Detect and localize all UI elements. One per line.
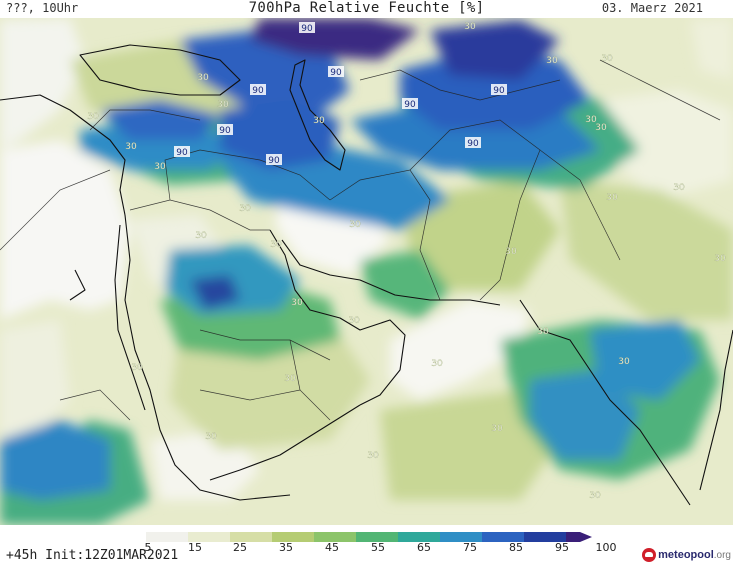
colorbar-segment <box>440 532 482 542</box>
contour-label: 30 <box>606 193 618 203</box>
contour-label: 30 <box>131 363 143 373</box>
contour-label: 30 <box>348 316 360 326</box>
contour-label: 90 <box>467 139 479 149</box>
header: ???, 10Uhr 700hPa Relative Feuchte [%] 0… <box>0 0 733 18</box>
contour-label: 90 <box>176 148 188 158</box>
contour-label: 30 <box>87 112 99 122</box>
contour-label: 30 <box>125 142 137 152</box>
colorbar <box>104 532 592 542</box>
contour-label: 30 <box>673 183 685 193</box>
colorbar-tick-label: 45 <box>325 541 339 554</box>
contour-label: 30 <box>431 359 443 369</box>
contour-label: 30 <box>270 240 282 250</box>
contour-label: 30 <box>537 327 549 337</box>
contour-label: 30 <box>546 56 558 66</box>
contour-label: 30 <box>239 204 251 214</box>
contour-label: 30 <box>714 254 726 264</box>
contour-label-bg <box>217 124 233 135</box>
contour-label: 30 <box>291 298 303 308</box>
colorbar-tick-label: 85 <box>509 541 523 554</box>
map-title: 700hPa Relative Feuchte [%] <box>248 0 485 16</box>
contour-label: 90 <box>268 156 280 166</box>
contour-label: 30 <box>313 116 325 126</box>
contour-label: 30 <box>618 357 630 367</box>
contour-label: 30 <box>154 162 166 172</box>
contour-label: 30 <box>195 231 207 241</box>
colorbar-segment <box>524 532 566 542</box>
colorbar-tick-label: 55 <box>371 541 385 554</box>
colorbar-segment <box>566 532 580 542</box>
contour-label: 30 <box>601 54 613 64</box>
contour-label: 30 <box>217 100 229 110</box>
colorbar-tick-label: 65 <box>417 541 431 554</box>
colorbar-segment <box>188 532 230 542</box>
colorbar-labels: 5 15 25 35 45 55 65 75 85 95 100 <box>0 541 733 555</box>
contour-label: 90 <box>219 126 231 136</box>
contour-label-bg <box>465 137 481 148</box>
contour-label: 30 <box>349 220 361 230</box>
colorbar-segment <box>104 532 146 542</box>
colorbar-tick-label: 35 <box>279 541 293 554</box>
contour-label: 30 <box>205 432 217 442</box>
colorbar-segment <box>398 532 440 542</box>
colorbar-extension <box>580 532 592 542</box>
contour-label-bg <box>491 84 507 95</box>
contour-label-bg <box>174 146 190 157</box>
colorbar-segment <box>356 532 398 542</box>
colorbar-tick-label: 100 <box>595 541 617 554</box>
colorbar-segment <box>146 532 188 542</box>
logo-text: meteopool.org <box>658 549 731 561</box>
colorbar-tick-label: 95 <box>555 541 569 554</box>
meteopool-logo: meteopool.org <box>642 547 731 563</box>
contour-label: 30 <box>197 73 209 83</box>
contour-label-bg <box>328 66 344 77</box>
contour-label: 90 <box>301 24 313 34</box>
contour-label: 30 <box>284 374 296 384</box>
valid-date: 03. Maerz 2021 <box>601 1 703 15</box>
contour-label: 90 <box>252 86 264 96</box>
colorbar-tick-label: 5 <box>144 541 152 554</box>
contour-label: 30 <box>464 22 476 32</box>
contour-label: 30 <box>595 123 607 133</box>
colorbar-segment <box>230 532 272 542</box>
contour-label-bg <box>266 154 282 165</box>
borders <box>0 59 721 421</box>
logo-tld: .org <box>713 550 731 561</box>
colorbar-tick-label: 15 <box>188 541 202 554</box>
map-canvas: 90 90 90 90 90 90 90 90 90 30 30 30 30 30 30 30 30 30 30 30… <box>0 18 733 525</box>
contour-label-bg <box>299 22 315 33</box>
humidity-map: 90 90 90 90 90 90 90 90 90 30 30 30 30 30 30 30 30 30 30 30… <box>0 18 733 525</box>
contour-label: 30 <box>505 247 517 257</box>
colorbar-segment <box>272 532 314 542</box>
footer: 5 15 25 35 45 55 65 75 85 95 100 +45h Init:12Z01MA… <box>0 525 733 566</box>
init-time: +45h Init:12Z01MAR2021 <box>6 548 179 563</box>
colorbar-tick-label: 75 <box>463 541 477 554</box>
colorbar-tick-label: 25 <box>233 541 247 554</box>
contour-label: 90 <box>493 86 505 96</box>
contour-labels: 90 90 90 90 90 90 90 90 90 30 30 30 30 30 30 30 30 30 30 30… <box>87 22 726 501</box>
contour-label: 30 <box>491 424 503 434</box>
contour-label: 30 <box>367 451 379 461</box>
colorbar-segment <box>482 532 524 542</box>
contour-label: 30 <box>589 491 601 501</box>
meteopool-logo-icon <box>642 548 657 562</box>
contour-label: 90 <box>330 68 342 78</box>
run-label: ???, 10Uhr <box>6 1 79 15</box>
contour-label-bg <box>250 84 266 95</box>
contour-label: 90 <box>404 100 416 110</box>
contour-label-bg <box>402 98 418 109</box>
coastlines <box>0 44 733 506</box>
contour-label: 30 <box>585 115 597 125</box>
logo-name: meteopool <box>658 549 714 561</box>
colorbar-segment <box>314 532 356 542</box>
